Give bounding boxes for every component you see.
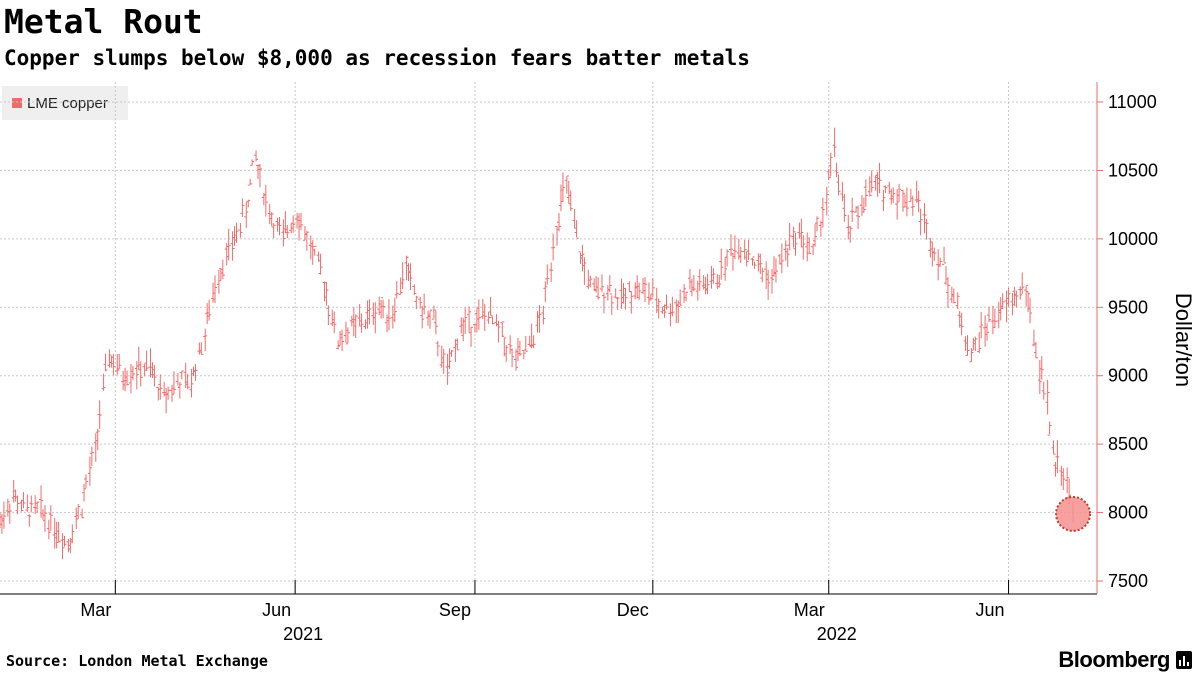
y-tick-label: 11000 — [1108, 92, 1157, 112]
series-lme-copper — [0, 127, 1092, 560]
y-tick-label: 8000 — [1108, 503, 1148, 523]
legend-swatch — [12, 98, 22, 108]
x-tick-label: Mar — [794, 600, 825, 620]
legend-label: LME copper — [27, 94, 108, 112]
y-tick-label: 9500 — [1108, 297, 1148, 317]
x-tick-label: Jun — [262, 600, 291, 620]
bloomberg-logo: Bloomberg — [1058, 647, 1170, 672]
axes: 7500 8000 8500 9000 9500 10000 10500 11000 Mar Ju… — [0, 82, 1158, 644]
x-year-label: 2021 — [283, 624, 323, 644]
y-axis-title: Dollar/ton — [1171, 293, 1196, 387]
y-tick-label: 10500 — [1108, 160, 1158, 180]
y-tick-label: 9000 — [1108, 366, 1148, 386]
x-tick-label: Mar — [80, 600, 111, 620]
y-tick-label: 7500 — [1108, 571, 1148, 591]
chart-subtitle: Copper slumps below $8,000 as recession … — [4, 46, 750, 70]
y-tick-label: 8500 — [1108, 434, 1148, 454]
x-year-label: 2022 — [817, 624, 857, 644]
x-tick-label: Jun — [976, 600, 1005, 620]
legend: LME copper — [2, 86, 128, 120]
bloomberg-terminal-icon — [1176, 651, 1192, 669]
grid — [0, 82, 1097, 594]
highlight-marker — [1055, 495, 1092, 532]
source-note: Source: London Metal Exchange — [6, 652, 268, 670]
chart-title: Metal Rout — [4, 2, 203, 41]
x-tick-label: Sep — [439, 600, 471, 620]
x-tick-label: Dec — [617, 600, 649, 620]
y-tick-label: 10000 — [1108, 229, 1158, 249]
